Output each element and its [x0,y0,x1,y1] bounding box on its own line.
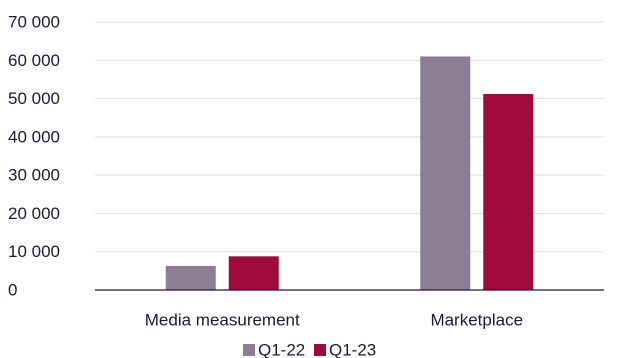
y-tick-label: 10 000 [8,242,60,261]
bar-q1-23-marketplace [483,93,534,290]
y-tick-label: 60 000 [8,51,60,70]
y-tick-label: 50 000 [8,89,60,108]
y-tick-label: 0 [8,281,17,300]
y-tick-label: 30 000 [8,166,60,185]
x-category-label: Marketplace [430,311,523,330]
bar-q1-22-media-measurement [165,265,216,290]
x-category-label: Media measurement [145,311,300,330]
y-axis-tick-labels: 0 10 000 20 000 30 000 40 000 50 000 60 000 70 … [8,13,60,300]
gridlines [95,21,604,253]
legend-swatch [243,344,255,356]
legend-label: Q1-22 [258,341,305,358]
legend: Q1-22 Q1-23 [243,341,376,358]
bar-q1-22-marketplace [420,56,471,291]
legend-swatch [314,344,326,356]
y-tick-label: 70 000 [8,13,60,32]
bars [165,56,534,291]
legend-label: Q1-23 [329,341,376,358]
y-tick-label: 40 000 [8,127,60,146]
legend-item: Q1-23 [314,341,376,358]
x-axis-category-labels: Media measurement Marketplace [145,311,523,330]
y-tick-label: 20 000 [8,204,60,223]
bar-q1-23-media-measurement [228,256,279,290]
legend-item: Q1-22 [243,341,305,358]
